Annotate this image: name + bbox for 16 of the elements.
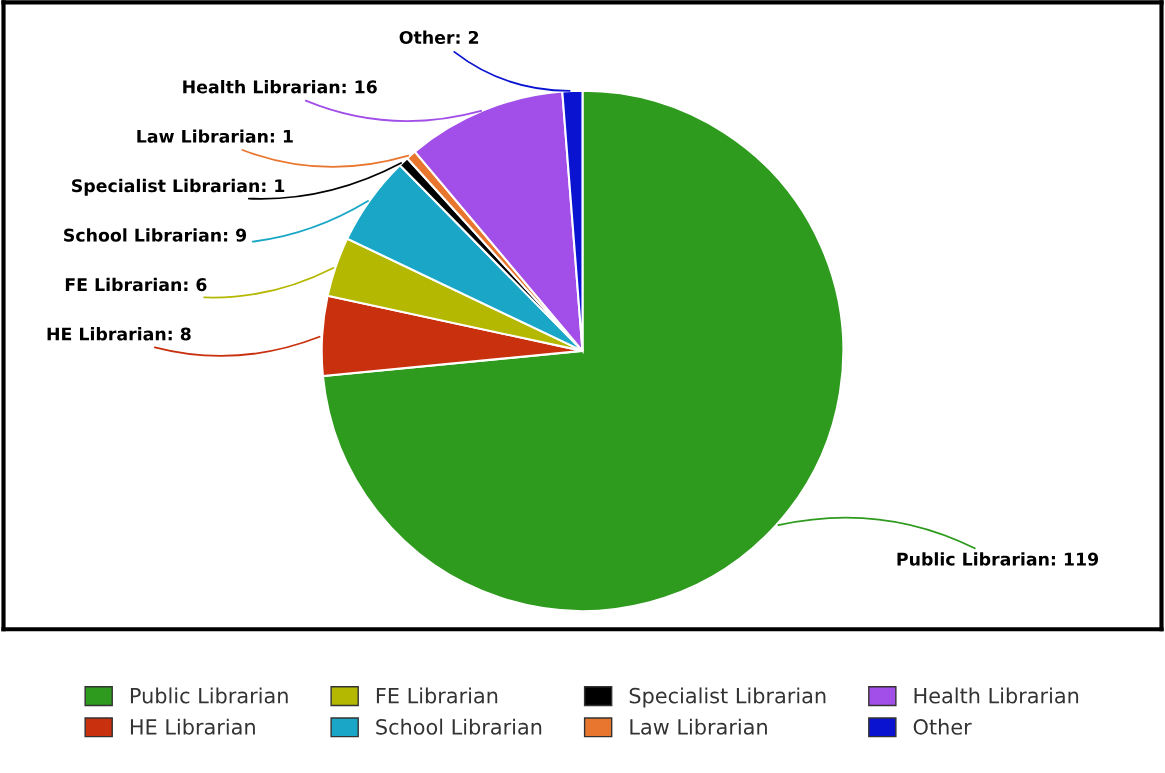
legend-label: School Librarian	[376, 718, 542, 735]
data-label: Other: 2	[399, 30, 479, 45]
data-label: Law Librarian: 1	[137, 129, 293, 143]
data-label: Specialist Librarian: 1	[72, 178, 285, 196]
data-label: School Librarian: 9	[64, 228, 247, 242]
legend-label: Law Librarian	[630, 718, 767, 735]
legend-label: Public Librarian	[130, 687, 288, 704]
legend-label: Specialist Librarian	[629, 687, 826, 708]
legend-label: HE Librarian	[130, 718, 255, 735]
data-label: FE Librarian: 6	[65, 277, 207, 292]
data-label: Health Librarian: 16	[183, 79, 377, 94]
data-label: Public Librarian: 119	[897, 552, 1099, 566]
legend-label: FE Librarian	[376, 687, 498, 704]
data-label: HE Librarian: 8	[47, 327, 191, 341]
legend-label: Health Librarian	[914, 687, 1079, 704]
legend-label: Other	[913, 718, 972, 735]
